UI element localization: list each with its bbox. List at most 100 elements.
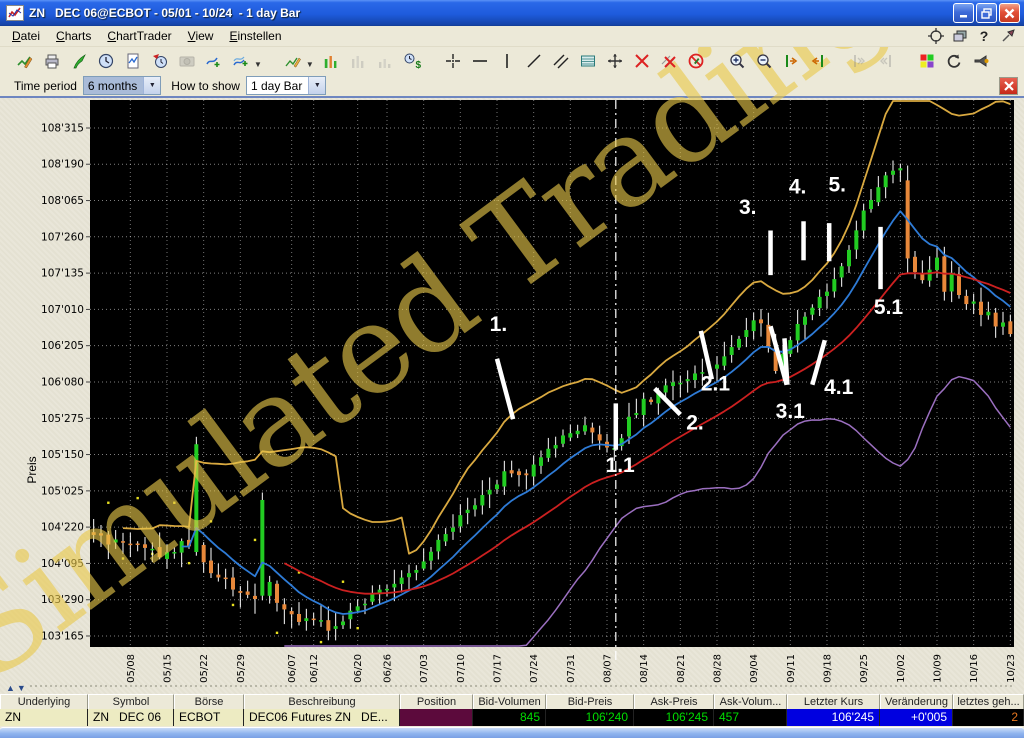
- draw-chart-icon-caret[interactable]: ▼: [305, 59, 314, 69]
- chevron-down-icon[interactable]: ▼: [308, 77, 326, 94]
- trend-line-icon[interactable]: [523, 50, 545, 72]
- disable-drawing-icon[interactable]: [685, 50, 707, 72]
- zoom-out-icon[interactable]: [753, 50, 775, 72]
- quote-table-row[interactable]: ZN ZN DEC 06 ECBOT DEC06 Futures ZN DE... 84…: [0, 709, 1024, 726]
- svg-text:07/24: 07/24: [529, 654, 540, 683]
- row-cell-5: [400, 709, 473, 726]
- time-period-select[interactable]: 6 months ▼: [82, 76, 162, 95]
- menu-item-datei[interactable]: Datei: [12, 29, 41, 43]
- bottom-scroll-strip[interactable]: [0, 727, 1024, 738]
- chart-region: 108'315 108'190 108'065 107'260 107'135 107'0…: [0, 98, 1024, 694]
- column-header-4[interactable]: Beschreibung: [244, 694, 400, 709]
- svg-text:10/23: 10/23: [1006, 654, 1017, 683]
- histogram-disabled-icon: [374, 50, 396, 72]
- svg-text:05/08: 05/08: [126, 654, 137, 683]
- column-header-2[interactable]: Symbol: [88, 694, 174, 709]
- delete-line-icon[interactable]: [631, 50, 653, 72]
- time-sales-icon[interactable]: $: [401, 50, 423, 72]
- add-study-icon-caret[interactable]: ▼: [254, 59, 262, 69]
- vertical-line-icon[interactable]: [496, 50, 518, 72]
- zoom-in-icon[interactable]: [726, 50, 748, 72]
- svg-text:108'315: 108'315: [41, 123, 84, 135]
- quote-table: Underlying Symbol Börse Beschreibung Positio…: [0, 694, 1024, 726]
- clock-icon[interactable]: [95, 50, 117, 72]
- menu-item-einstellen[interactable]: Einstellen: [229, 29, 282, 43]
- add-study-icon[interactable]: [230, 50, 252, 72]
- shift-left-icon[interactable]: [807, 50, 829, 72]
- add-chart-icon[interactable]: [203, 50, 225, 72]
- minimize-button[interactable]: [953, 3, 974, 23]
- price-axis-title: Preis: [25, 456, 39, 484]
- column-header-1[interactable]: Underlying: [0, 694, 88, 709]
- svg-text:07/03: 07/03: [419, 654, 430, 683]
- pin-icon[interactable]: [1000, 28, 1016, 44]
- chart-modify-icon[interactable]: [14, 50, 36, 72]
- horizontal-line-icon[interactable]: [469, 50, 491, 72]
- window-controls: [953, 3, 1020, 23]
- historical-data-icon[interactable]: [149, 50, 171, 72]
- column-header-5[interactable]: Position: [400, 694, 473, 709]
- windows-cascade-icon[interactable]: [952, 28, 968, 44]
- announcement-icon[interactable]: [970, 50, 992, 72]
- time-period-value: 6 months: [83, 77, 144, 94]
- crosshair-icon[interactable]: [442, 50, 464, 72]
- fibonacci-icon[interactable]: [577, 50, 599, 72]
- volume-bars-icon[interactable]: [320, 50, 342, 72]
- close-button[interactable]: [999, 3, 1020, 23]
- svg-text:103'290: 103'290: [41, 594, 84, 606]
- delete-all-lines-icon[interactable]: [658, 50, 680, 72]
- shift-right-icon[interactable]: [780, 50, 802, 72]
- row-cell-4: DEC06 Futures ZN DE...: [244, 709, 400, 726]
- row-cell-7: 106'240: [546, 709, 634, 726]
- svg-text:106'080: 106'080: [41, 376, 84, 388]
- svg-text:103'165: 103'165: [41, 630, 84, 642]
- column-header-10[interactable]: Letzter Kurs: [787, 694, 880, 709]
- move-tool-icon[interactable]: [604, 50, 626, 72]
- row-cell-6: 845: [473, 709, 546, 726]
- menu-item-charttrader[interactable]: ChartTrader: [107, 29, 172, 43]
- svg-text:08/28: 08/28: [713, 654, 724, 683]
- svg-text:05/15: 05/15: [163, 654, 174, 683]
- refresh-icon[interactable]: [943, 50, 965, 72]
- crosshair-tool-icon[interactable]: [928, 28, 944, 44]
- close-panel-button[interactable]: [999, 76, 1018, 95]
- print-icon[interactable]: [41, 50, 63, 72]
- svg-text:108'065: 108'065: [41, 195, 84, 207]
- draw-chart-icon[interactable]: [282, 50, 304, 72]
- column-header-11[interactable]: Veränderung: [880, 694, 953, 709]
- menu-item-view[interactable]: View: [187, 29, 214, 43]
- column-header-8[interactable]: Ask-Preis: [634, 694, 714, 709]
- title-bar[interactable]: ZN DEC 06@ECBOT - 05/01 - 10/24 - 1 day …: [0, 0, 1024, 26]
- row-cell-9: 457: [714, 709, 787, 726]
- column-header-6[interactable]: Bid-Volumen: [473, 694, 546, 709]
- row-cell-10: 106'245: [787, 709, 880, 726]
- help-icon[interactable]: ?: [976, 28, 992, 44]
- svg-text:107'135: 107'135: [41, 268, 84, 280]
- svg-text:06/26: 06/26: [383, 654, 394, 683]
- parallel-lines-icon[interactable]: [550, 50, 572, 72]
- svg-text:104'095: 104'095: [41, 558, 84, 570]
- column-header-9[interactable]: Ask-Volum...: [714, 694, 787, 709]
- expand-bars-icon: [848, 50, 870, 72]
- splitter-arrows[interactable]: ▲▼: [6, 683, 28, 693]
- column-header-7[interactable]: Bid-Preis: [546, 694, 634, 709]
- chart-report-icon[interactable]: [122, 50, 144, 72]
- row-cell-2: ZN DEC 06: [88, 709, 174, 726]
- restore-button[interactable]: [976, 3, 997, 23]
- bar-type-select[interactable]: 1 day Bar ▼: [245, 76, 327, 95]
- menu-item-charts[interactable]: Charts: [56, 29, 92, 43]
- price-chart-plot[interactable]: 108'315 108'190 108'065 107'260 107'135 107'0…: [0, 98, 1024, 694]
- menu-bar: Datei Charts ChartTrader View Einstellen ?: [0, 26, 1024, 47]
- column-header-3[interactable]: Börse: [174, 694, 244, 709]
- svg-text:08/07: 08/07: [603, 654, 614, 683]
- color-settings-icon[interactable]: [916, 50, 938, 72]
- column-header-12[interactable]: letztes geh...: [953, 694, 1024, 709]
- time-period-label: Time period: [14, 78, 77, 93]
- svg-text:07/31: 07/31: [566, 654, 577, 683]
- svg-text:09/18: 09/18: [823, 654, 834, 683]
- chevron-down-icon[interactable]: ▼: [143, 77, 161, 94]
- svg-text:$: $: [415, 60, 421, 70]
- green-arrow-icon[interactable]: [68, 50, 90, 72]
- bar-type-value: 1 day Bar: [250, 79, 303, 93]
- svg-text:06/07: 06/07: [287, 654, 298, 683]
